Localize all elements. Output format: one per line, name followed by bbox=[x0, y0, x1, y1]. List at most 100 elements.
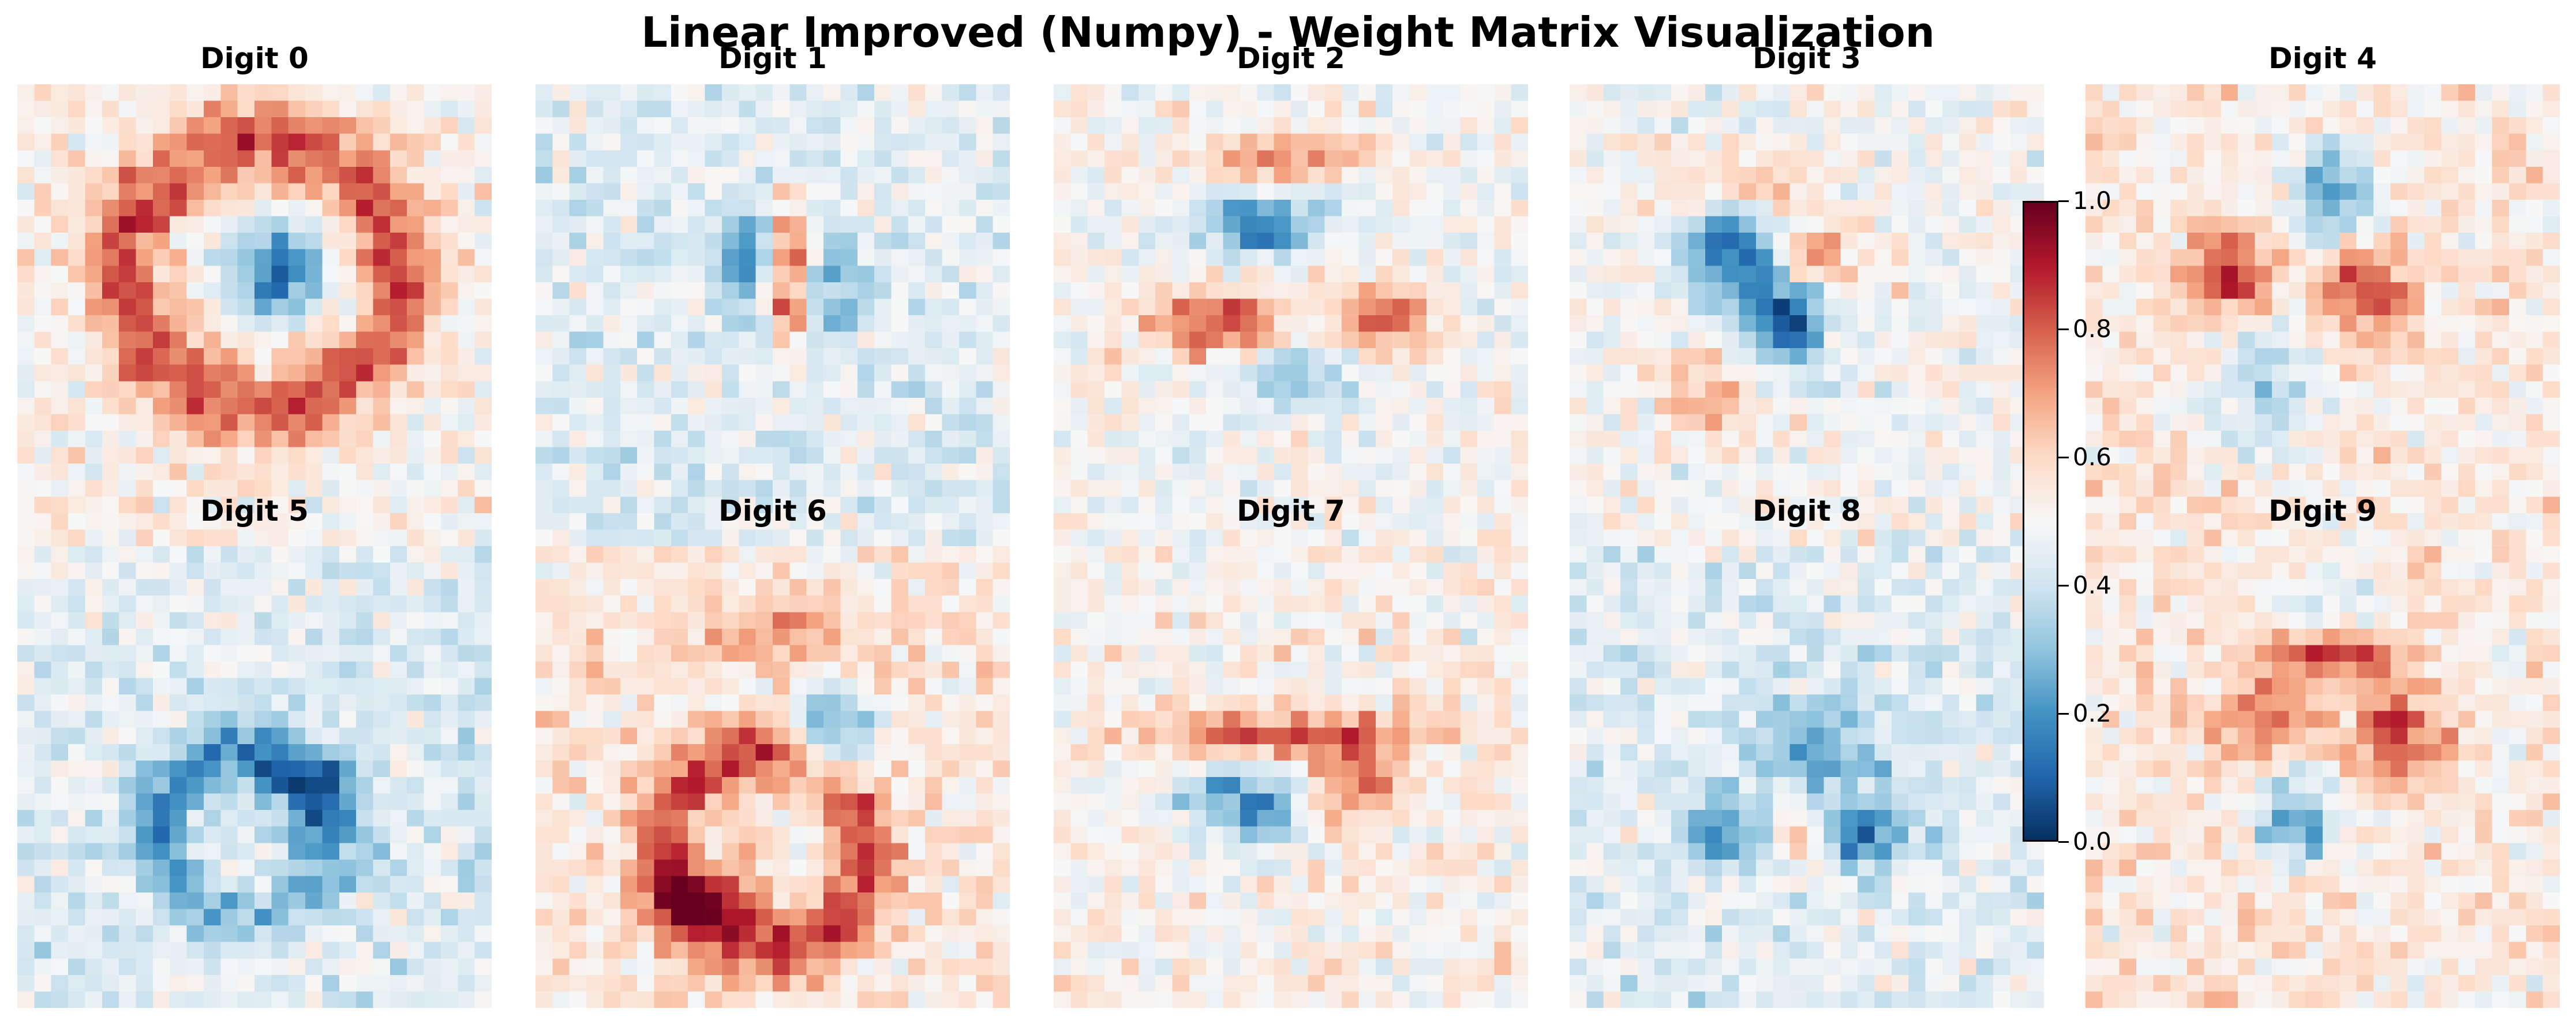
heatmap-cell bbox=[721, 397, 739, 414]
heatmap-cell bbox=[1308, 694, 1326, 712]
heatmap-cell bbox=[823, 150, 841, 167]
heatmap-cell bbox=[569, 612, 587, 629]
heatmap-cell bbox=[305, 546, 323, 563]
heatmap-cell bbox=[237, 876, 255, 893]
heatmap-cell bbox=[721, 579, 739, 596]
heatmap-cell bbox=[440, 150, 458, 167]
heatmap-cell bbox=[1206, 645, 1224, 662]
heatmap-cell bbox=[1477, 694, 1495, 712]
heatmap-cell bbox=[170, 266, 188, 283]
heatmap-cell bbox=[908, 464, 926, 481]
heatmap-cell bbox=[85, 513, 103, 530]
heatmap-cell bbox=[1477, 233, 1495, 250]
heatmap-cell bbox=[1172, 431, 1190, 448]
heatmap-cell bbox=[1324, 991, 1342, 1008]
heatmap-cell bbox=[603, 166, 621, 184]
heatmap-cell bbox=[755, 100, 773, 118]
heatmap-cell bbox=[424, 892, 441, 910]
heatmap-cell bbox=[1104, 562, 1122, 580]
heatmap-cell bbox=[1392, 694, 1410, 712]
heatmap-cell bbox=[68, 315, 86, 333]
heatmap-cell bbox=[1324, 397, 1342, 414]
heatmap-cell bbox=[1342, 595, 1360, 613]
heatmap-cell bbox=[1494, 727, 1512, 745]
heatmap-cell bbox=[51, 315, 69, 333]
heatmap-cell bbox=[1570, 200, 1587, 217]
heatmap-cell bbox=[203, 464, 221, 481]
heatmap-cell bbox=[1460, 315, 1478, 333]
heatmap-cell bbox=[705, 991, 722, 1008]
heatmap-cell bbox=[688, 364, 706, 382]
heatmap-cell bbox=[322, 348, 340, 365]
heatmap-cell bbox=[976, 496, 994, 514]
heatmap-cell bbox=[1189, 793, 1207, 811]
heatmap-cell bbox=[1054, 958, 1071, 976]
heatmap-cell bbox=[1274, 876, 1291, 893]
heatmap-cell bbox=[68, 282, 86, 299]
heatmap-cell bbox=[424, 431, 441, 448]
heatmap-cell bbox=[806, 991, 824, 1008]
heatmap-cell bbox=[1586, 84, 1604, 102]
heatmap-cell bbox=[721, 662, 739, 679]
heatmap-cell bbox=[474, 579, 492, 596]
heatmap-cell bbox=[136, 991, 153, 1008]
heatmap-cell bbox=[254, 315, 272, 333]
heatmap-cell bbox=[654, 662, 672, 679]
heatmap-cell bbox=[85, 496, 103, 514]
heatmap-cell bbox=[203, 562, 221, 580]
heatmap-cell bbox=[152, 233, 170, 250]
heatmap-cell bbox=[536, 233, 553, 250]
heatmap-cell bbox=[942, 942, 960, 959]
heatmap-cell bbox=[373, 711, 391, 728]
heatmap-cell bbox=[1620, 183, 1638, 200]
heatmap-cell bbox=[51, 958, 69, 976]
heatmap-cell bbox=[440, 233, 458, 250]
heatmap-cell bbox=[1257, 496, 1275, 514]
heatmap-cell bbox=[17, 331, 35, 349]
heatmap-cell bbox=[823, 529, 841, 547]
heatmap-cell bbox=[271, 480, 289, 497]
heatmap-cell bbox=[721, 117, 739, 135]
heatmap-cell bbox=[1511, 793, 1528, 811]
heatmap-cell bbox=[1460, 958, 1478, 976]
heatmap-cell bbox=[1291, 183, 1308, 200]
heatmap-cell bbox=[773, 991, 790, 1008]
heatmap-cell bbox=[755, 645, 773, 662]
heatmap-cell bbox=[1121, 364, 1139, 382]
heatmap-cell bbox=[654, 331, 672, 349]
heatmap-cell bbox=[654, 529, 672, 547]
heatmap-cell bbox=[1054, 711, 1071, 728]
heatmap-cell bbox=[1206, 579, 1224, 596]
heatmap-cell bbox=[637, 595, 655, 613]
heatmap-cell bbox=[1705, 200, 1723, 217]
heatmap-cell bbox=[739, 496, 757, 514]
heatmap-cell bbox=[993, 480, 1010, 497]
heatmap-cell bbox=[620, 84, 638, 102]
heatmap-cell bbox=[942, 991, 960, 1008]
heatmap-cell bbox=[789, 233, 807, 250]
heatmap-cell bbox=[1426, 117, 1444, 135]
heatmap-cell bbox=[755, 859, 773, 876]
heatmap-cell bbox=[305, 991, 323, 1008]
heatmap-cell bbox=[1104, 414, 1122, 431]
heatmap-cell bbox=[654, 974, 672, 992]
heatmap-cell bbox=[34, 397, 52, 414]
heatmap-cell bbox=[857, 431, 875, 448]
heatmap-cell bbox=[1494, 348, 1512, 365]
heatmap-cell bbox=[51, 513, 69, 530]
heatmap-cell bbox=[170, 298, 188, 316]
heatmap-cell bbox=[1426, 579, 1444, 596]
heatmap-cell bbox=[1494, 249, 1512, 266]
heatmap-cell bbox=[51, 925, 69, 943]
heatmap-cell bbox=[739, 662, 757, 679]
heatmap-cell bbox=[440, 249, 458, 266]
heatmap-cell bbox=[237, 464, 255, 481]
heatmap-cell bbox=[925, 100, 943, 118]
heatmap-cell bbox=[1155, 777, 1173, 794]
heatmap-cell bbox=[1342, 562, 1360, 580]
heatmap-cell bbox=[1257, 711, 1275, 728]
heatmap-cell bbox=[1375, 612, 1393, 629]
heatmap-cell bbox=[1460, 464, 1478, 481]
heatmap-cell bbox=[755, 133, 773, 151]
heatmap-cell bbox=[1409, 546, 1427, 563]
